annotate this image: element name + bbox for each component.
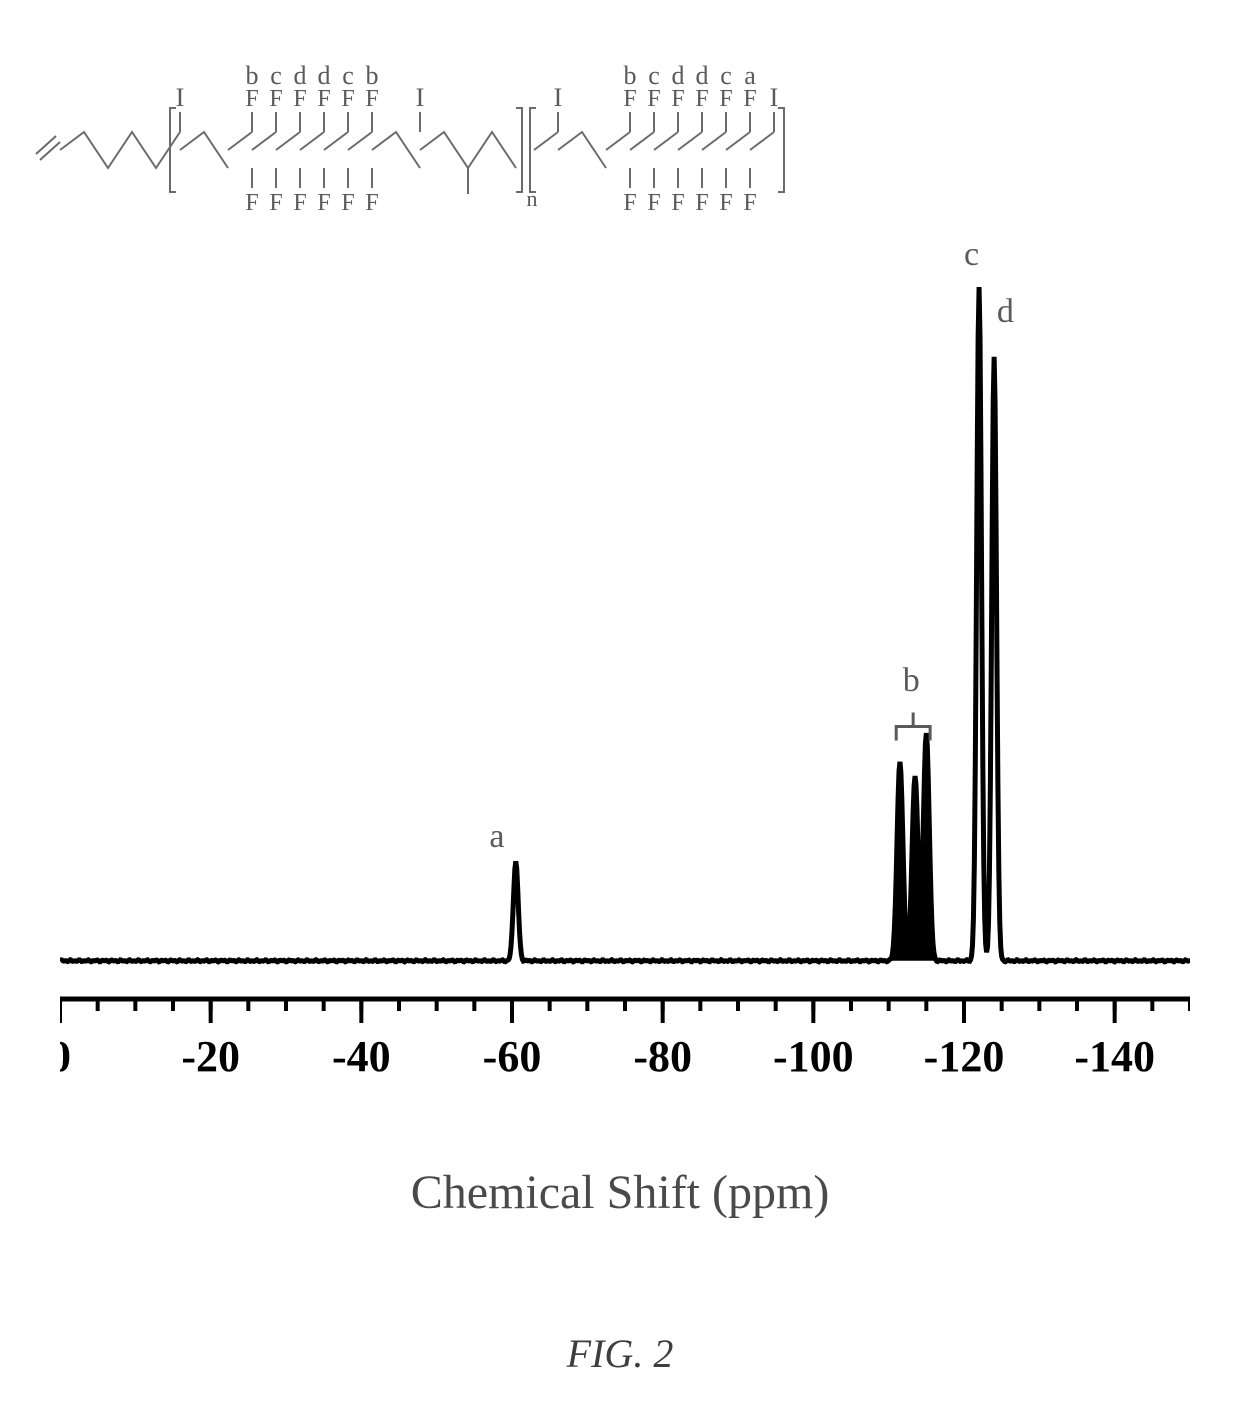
page: IFFbFFcFFdFFdFFcFFbInIFFbFFcFFdFFdFFcFFa…	[0, 0, 1240, 1425]
svg-text:F: F	[317, 190, 330, 216]
svg-text:c: c	[648, 61, 660, 90]
svg-text:I: I	[416, 83, 425, 112]
svg-text:F: F	[293, 190, 306, 216]
x-axis: 0 -20 -40 -60 -80 -100 -120 -140	[60, 995, 1190, 1095]
x-axis-label: Chemical Shift (ppm)	[0, 1165, 1240, 1220]
peak-label-b: b	[903, 662, 920, 699]
svg-text:n: n	[527, 186, 538, 211]
svg-text:F: F	[671, 190, 684, 216]
tick-label: -100	[773, 1032, 854, 1081]
svg-text:F: F	[269, 190, 282, 216]
svg-text:F: F	[647, 190, 660, 216]
molecule-structure: IFFbFFcFFdFFdFFcFFbInIFFbFFcFFdFFdFFcFFa…	[30, 20, 1210, 220]
tick-label: -80	[633, 1032, 692, 1081]
tick-label: 0	[60, 1032, 71, 1081]
peak-label-c: c	[964, 236, 979, 273]
svg-text:d: d	[294, 61, 307, 90]
svg-text:I: I	[176, 83, 185, 112]
svg-text:F: F	[245, 190, 258, 216]
svg-text:a: a	[744, 61, 756, 90]
svg-text:b: b	[624, 61, 637, 90]
tick-label: -20	[181, 1032, 240, 1081]
svg-text:c: c	[270, 61, 282, 90]
svg-text:c: c	[720, 61, 732, 90]
tick-label: -120	[924, 1032, 1005, 1081]
svg-text:d: d	[672, 61, 685, 90]
svg-text:I: I	[770, 83, 779, 112]
svg-text:F: F	[719, 190, 732, 216]
figure-caption: FIG. 2	[0, 1330, 1240, 1377]
peak-label-d: d	[997, 293, 1014, 330]
nmr-spectrum-chart: a b cd 0 -20 -40 -60 -80 -100 -120 -140	[60, 225, 1190, 1095]
svg-text:F: F	[695, 190, 708, 216]
plot-area: a b cd	[60, 225, 1190, 995]
svg-text:b: b	[366, 61, 379, 90]
tick-label: -60	[483, 1032, 542, 1081]
svg-text:F: F	[341, 190, 354, 216]
svg-text:I: I	[554, 83, 563, 112]
tick-label: -140	[1074, 1032, 1155, 1081]
svg-text:c: c	[342, 61, 354, 90]
peak-label-a: a	[489, 818, 504, 855]
svg-text:F: F	[743, 190, 756, 216]
svg-text:d: d	[696, 61, 709, 90]
svg-text:F: F	[365, 190, 378, 216]
svg-text:F: F	[623, 190, 636, 216]
tick-label: -40	[332, 1032, 391, 1081]
svg-text:b: b	[246, 61, 259, 90]
svg-text:d: d	[318, 61, 331, 90]
